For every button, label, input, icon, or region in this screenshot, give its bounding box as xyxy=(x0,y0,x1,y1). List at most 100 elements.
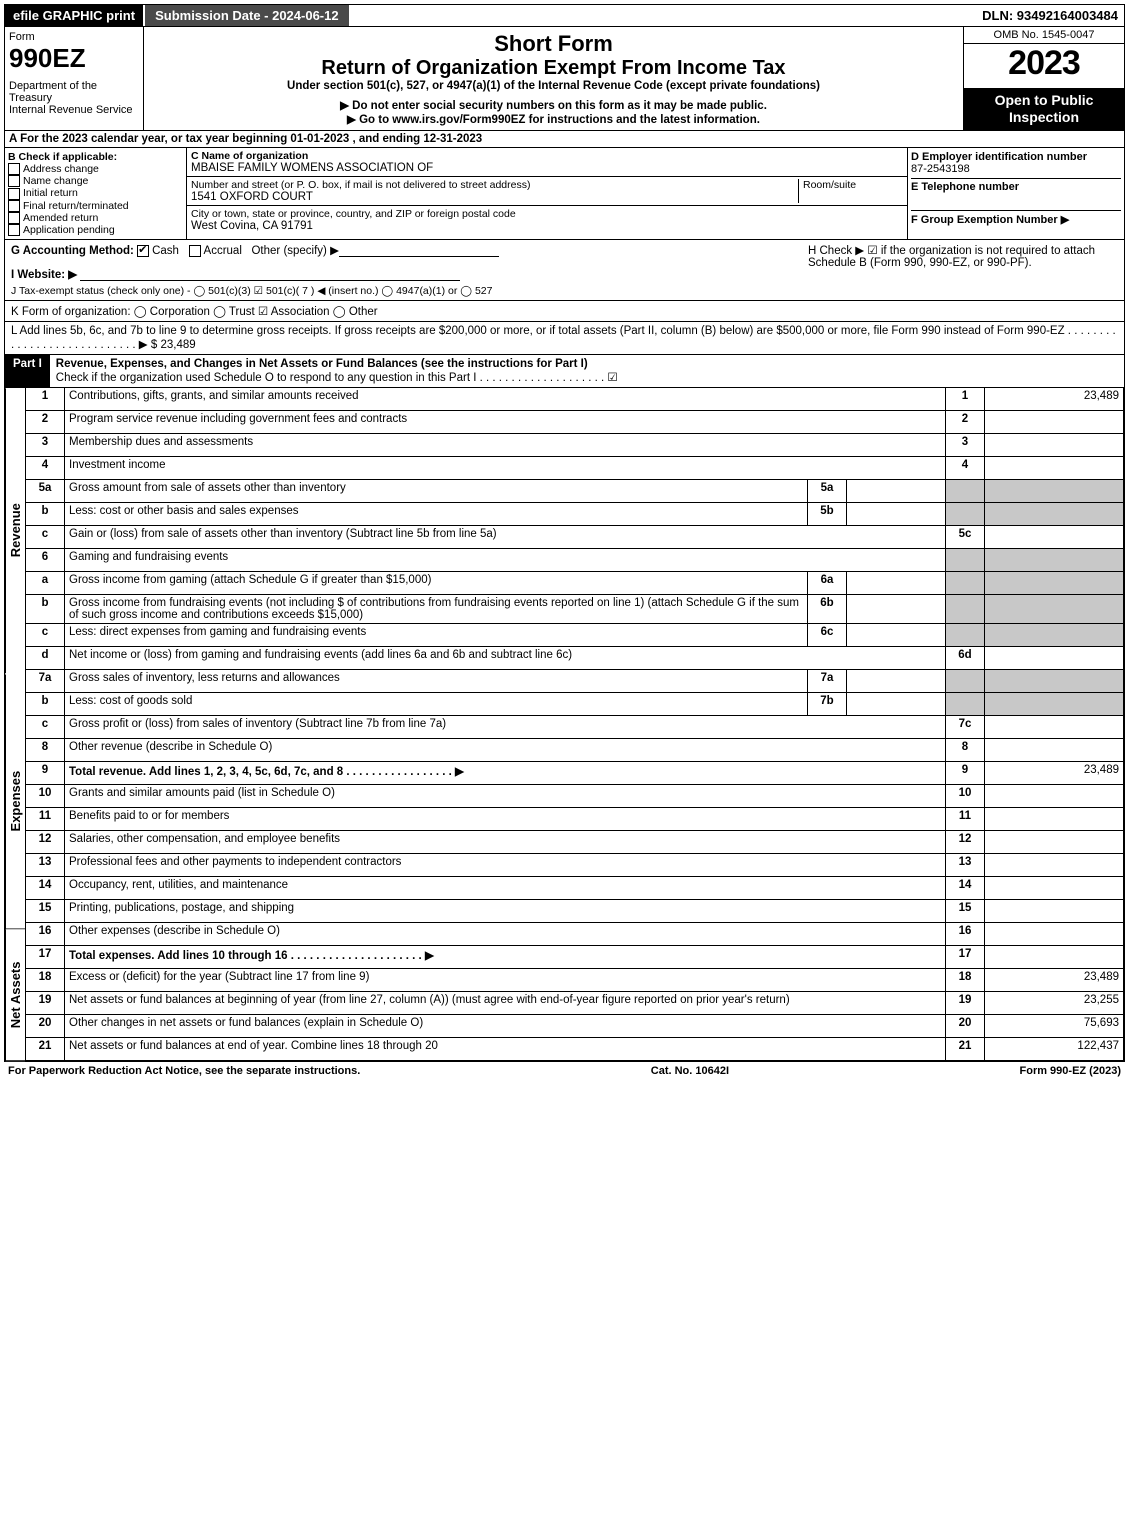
org-name: MBAISE FAMILY WOMENS ASSOCIATION OF xyxy=(191,162,903,174)
line-5b-desc: Less: cost or other basis and sales expe… xyxy=(65,503,808,526)
check-initial-return[interactable] xyxy=(8,188,20,200)
line-7c-val xyxy=(985,716,1124,739)
line-5a-rv xyxy=(985,480,1124,503)
line-15-rn: 15 xyxy=(946,900,985,923)
line-5c-num: c xyxy=(26,526,65,549)
e-label: E Telephone number xyxy=(911,178,1121,193)
line-8-rn: 8 xyxy=(946,739,985,762)
efile-print-button[interactable]: efile GRAPHIC print xyxy=(5,5,143,26)
check-amended-return[interactable] xyxy=(8,212,20,224)
section-c: C Name of organization MBAISE FAMILY WOM… xyxy=(187,148,907,239)
line-7a-desc: Gross sales of inventory, less returns a… xyxy=(65,670,808,693)
line-20-rn: 20 xyxy=(946,1015,985,1038)
line-19-desc: Net assets or fund balances at beginning… xyxy=(65,992,946,1015)
line-5b-rn xyxy=(946,503,985,526)
line-1-val: 23,489 xyxy=(985,388,1124,411)
opt-other: Other (specify) ▶ xyxy=(251,245,338,257)
line-17-num: 17 xyxy=(26,946,65,969)
open-to-public: Open to Public Inspection xyxy=(964,88,1124,130)
line-6a-rn xyxy=(946,572,985,595)
opt-application-pending: Application pending xyxy=(23,224,115,236)
title-short-form: Short Form xyxy=(148,31,959,57)
line-7b-sn: 7b xyxy=(808,693,847,716)
footer-right: Form 990-EZ (2023) xyxy=(1020,1065,1121,1077)
section-a: A For the 2023 calendar year, or tax yea… xyxy=(4,131,1125,148)
line-14-rn: 14 xyxy=(946,877,985,900)
room-suite-label: Room/suite xyxy=(798,179,903,203)
line-10-num: 10 xyxy=(26,785,65,808)
check-cash[interactable] xyxy=(137,245,149,257)
line-21-val: 122,437 xyxy=(985,1038,1124,1061)
form-word: Form xyxy=(9,31,139,43)
line-6b-num: b xyxy=(26,595,65,624)
line-2-val xyxy=(985,411,1124,434)
line-15-val xyxy=(985,900,1124,923)
line-19-rn: 19 xyxy=(946,992,985,1015)
line-5a-sv xyxy=(847,480,946,503)
line-19-val: 23,255 xyxy=(985,992,1124,1015)
line-21-rn: 21 xyxy=(946,1038,985,1061)
line-19-num: 19 xyxy=(26,992,65,1015)
line-18-rn: 18 xyxy=(946,969,985,992)
opt-final-return: Final return/terminated xyxy=(23,200,129,212)
dln-label: DLN: 93492164003484 xyxy=(982,8,1124,23)
form-title-block: Short Form Return of Organization Exempt… xyxy=(144,27,963,130)
check-final-return[interactable] xyxy=(8,200,20,212)
line-6d-num: d xyxy=(26,647,65,670)
opt-cash: Cash xyxy=(152,245,179,257)
line-5b-sn: 5b xyxy=(808,503,847,526)
check-accrual[interactable] xyxy=(189,245,201,257)
subtitle: Under section 501(c), 527, or 4947(a)(1)… xyxy=(148,80,959,92)
opt-initial-return: Initial return xyxy=(23,187,78,199)
line-9-desc: Total revenue. Add lines 1, 2, 3, 4, 5c,… xyxy=(65,762,946,785)
part-1-table: Revenue Expenses Net Assets 1Contributio… xyxy=(4,388,1125,1062)
other-specify-input[interactable] xyxy=(339,244,499,257)
expenses-label: Expenses xyxy=(5,674,25,929)
submission-date: Submission Date - 2024-06-12 xyxy=(145,5,349,26)
netassets-label: Net Assets xyxy=(5,929,25,1061)
line-7b-desc: Less: cost of goods sold xyxy=(65,693,808,716)
line-18-val: 23,489 xyxy=(985,969,1124,992)
line-20-val: 75,693 xyxy=(985,1015,1124,1038)
line-6d-val xyxy=(985,647,1124,670)
line-6a-desc: Gross income from gaming (attach Schedul… xyxy=(65,572,808,595)
section-k: K Form of organization: ◯ Corporation ◯ … xyxy=(4,301,1125,322)
line-18-num: 18 xyxy=(26,969,65,992)
part-1-check: Check if the organization used Schedule … xyxy=(56,372,618,384)
website-input[interactable] xyxy=(80,268,460,281)
opt-address-change: Address change xyxy=(23,163,99,175)
line-6b-sn: 6b xyxy=(808,595,847,624)
line-5b-num: b xyxy=(26,503,65,526)
line-8-desc: Other revenue (describe in Schedule O) xyxy=(65,739,946,762)
check-name-change[interactable] xyxy=(8,175,20,187)
line-2-desc: Program service revenue including govern… xyxy=(65,411,946,434)
section-b: B Check if applicable: Address change Na… xyxy=(5,148,187,239)
line-5a-sn: 5a xyxy=(808,480,847,503)
line-7b-rn xyxy=(946,693,985,716)
goto-link[interactable]: ▶ Go to www.irs.gov/Form990EZ for instru… xyxy=(148,112,959,126)
line-6b-rn xyxy=(946,595,985,624)
line-7c-num: c xyxy=(26,716,65,739)
line-21-desc: Net assets or fund balances at end of ye… xyxy=(65,1038,946,1061)
opt-amended-return: Amended return xyxy=(23,212,98,224)
section-g-h-i-j: G Accounting Method: Cash Accrual Other … xyxy=(4,240,1125,301)
line-4-rn: 4 xyxy=(946,457,985,480)
line-6b-rv xyxy=(985,595,1124,624)
form-id-block: Form 990EZ Department of the Treasury In… xyxy=(5,27,144,130)
footer-left: For Paperwork Reduction Act Notice, see … xyxy=(8,1065,360,1077)
line-4-desc: Investment income xyxy=(65,457,946,480)
header-right: OMB No. 1545-0047 2023 Open to Public In… xyxy=(963,27,1124,130)
line-3-num: 3 xyxy=(26,434,65,457)
line-9-val: 23,489 xyxy=(985,762,1124,785)
f-label: F Group Exemption Number ▶ xyxy=(911,210,1121,226)
line-17-rn: 17 xyxy=(946,946,985,969)
line-6c-desc: Less: direct expenses from gaming and fu… xyxy=(65,624,808,647)
check-address-change[interactable] xyxy=(8,163,20,175)
line-2-rn: 2 xyxy=(946,411,985,434)
line-6c-rv xyxy=(985,624,1124,647)
check-application-pending[interactable] xyxy=(8,224,20,236)
omb-number: OMB No. 1545-0047 xyxy=(964,27,1124,44)
line-17-val xyxy=(985,946,1124,969)
line-10-desc: Grants and similar amounts paid (list in… xyxy=(65,785,946,808)
line-20-num: 20 xyxy=(26,1015,65,1038)
